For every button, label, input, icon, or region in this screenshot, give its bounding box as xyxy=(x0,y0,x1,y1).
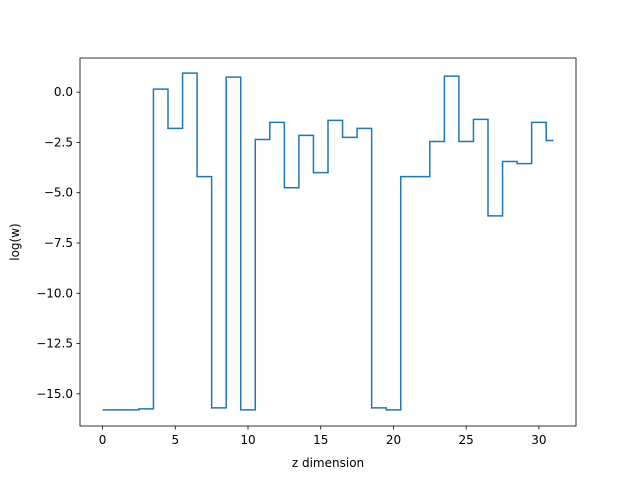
x-tick-label: 30 xyxy=(531,433,546,447)
series-line xyxy=(102,72,554,411)
y-tick-label: −7.5 xyxy=(44,236,73,250)
x-tick-label: 5 xyxy=(171,433,179,447)
x-tick-label: 0 xyxy=(99,433,107,447)
axes-frame xyxy=(79,57,577,427)
y-tick-label: −12.5 xyxy=(36,337,73,351)
y-tick-label: −15.0 xyxy=(36,387,73,401)
x-axis: 0 5 10 15 20 25 30 xyxy=(99,426,547,447)
x-tick-label: 15 xyxy=(313,433,328,447)
plot-area xyxy=(102,72,554,411)
y-tick-label: −2.5 xyxy=(44,135,73,149)
y-tick-label: 0.0 xyxy=(54,85,73,99)
x-tick-label: 25 xyxy=(459,433,474,447)
x-tick-label: 20 xyxy=(386,433,401,447)
x-tick-label: 10 xyxy=(240,433,255,447)
y-axis-label: log(w) xyxy=(8,223,22,260)
y-tick-label: −10.0 xyxy=(36,286,73,300)
y-tick-label: −5.0 xyxy=(44,186,73,200)
y-axis: 0.0 −2.5 −5.0 −7.5 −10.0 −12.5 −15.0 xyxy=(36,85,80,401)
x-axis-label: z dimension xyxy=(292,456,364,470)
